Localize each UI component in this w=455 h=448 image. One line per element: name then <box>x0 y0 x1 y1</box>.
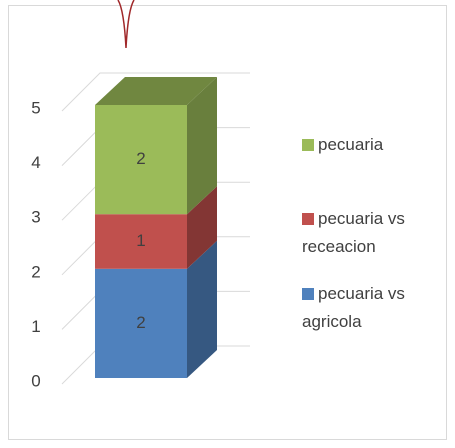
y-tick-label: 5 <box>31 98 40 117</box>
y-tick-label: 3 <box>31 208 40 227</box>
legend-swatch <box>302 288 314 300</box>
y-tick-label: 0 <box>31 371 40 390</box>
bar-top <box>95 77 217 105</box>
grid-line <box>61 72 250 112</box>
legend-label: pecuaria vs receacion <box>302 209 405 256</box>
legend-entry: pecuaria vs agricola <box>302 280 442 336</box>
bar-side <box>187 186 217 269</box>
legend-entry: pecuaria vs receacion <box>302 205 442 261</box>
y-tick-label: 4 <box>31 153 40 172</box>
legend-label: pecuaria <box>318 135 384 154</box>
y-tick-label: 2 <box>31 262 40 281</box>
data-label: 2 <box>136 149 145 168</box>
bar-segment <box>95 268 187 378</box>
decoration <box>117 0 135 49</box>
legend-swatch <box>302 213 314 225</box>
legend-label: pecuaria vs agricola <box>302 284 405 331</box>
chart-border <box>8 5 447 440</box>
bar-segment <box>95 214 187 269</box>
bar-segment <box>95 105 187 215</box>
bar-side <box>187 77 217 215</box>
legend-entry: pecuaria <box>302 131 442 159</box>
bar-side <box>187 240 217 378</box>
y-tick-label: 1 <box>31 317 40 336</box>
data-label: 2 <box>136 313 145 332</box>
data-label: 1 <box>136 231 145 250</box>
legend-swatch <box>302 139 314 151</box>
